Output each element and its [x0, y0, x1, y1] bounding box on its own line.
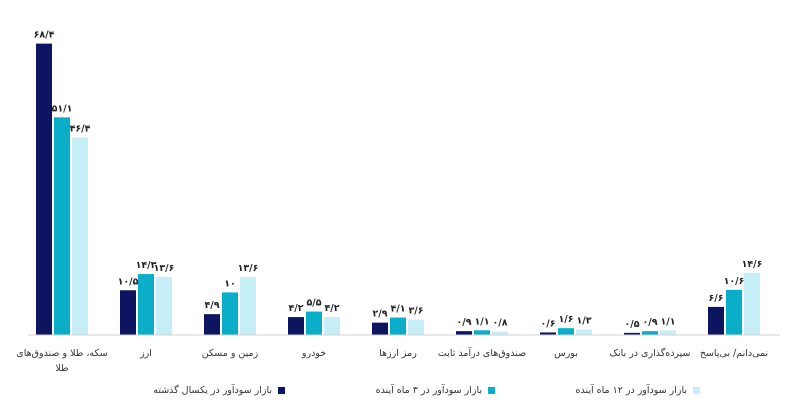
value-label-next-3-months-2: ۱۰	[224, 278, 236, 289]
bar-next-12-months-0	[72, 137, 88, 335]
value-label-past-year-8: ۶/۶	[708, 293, 723, 304]
bar-next-3-months-6	[558, 328, 574, 335]
bar-next-12-months-2	[240, 277, 256, 335]
bar-next-12-months-4	[408, 319, 424, 335]
legend: بازار سودآور در یکسال گذشته بازار سودآور…	[0, 380, 800, 404]
bar-past-year-6	[540, 332, 556, 335]
category-label-4: رمز ارزها	[379, 348, 417, 359]
value-label-past-year-3: ۴/۲	[288, 303, 303, 314]
bar-next-12-months-7	[660, 330, 676, 335]
bar-next-3-months-1	[138, 274, 154, 335]
value-label-next-3-months-7: ۰/۹	[642, 317, 657, 328]
bar-past-year-7	[624, 332, 640, 335]
bar-next-3-months-7	[642, 331, 658, 335]
value-label-next-3-months-5: ۱/۱	[474, 316, 489, 327]
legend-item-next-3-months: بازار سودآور در ۳ ماه آینده	[376, 380, 495, 400]
value-label-past-year-1: ۱۰/۵	[118, 276, 139, 287]
legend-swatch-next-3-months	[488, 386, 495, 394]
bar-next-3-months-0	[54, 117, 70, 336]
category-label-6: بورس	[554, 348, 578, 359]
value-label-next-12-months-3: ۴/۲	[324, 303, 339, 314]
value-label-past-year-0: ۶۸/۴	[34, 30, 55, 41]
bar-past-year-5	[456, 331, 472, 335]
value-label-next-3-months-3: ۵/۵	[306, 298, 321, 309]
value-label-next-3-months-0: ۵۱/۱	[52, 103, 73, 114]
legend-item-next-12-months: بازار سودآور در ۱۲ ماه آینده	[575, 380, 700, 400]
bar-next-3-months-5	[474, 330, 490, 335]
legend-label-next-3-months: بازار سودآور در ۳ ماه آینده	[375, 384, 482, 396]
value-label-next-12-months-8: ۱۴/۶	[742, 259, 763, 270]
value-label-next-3-months-1: ۱۴/۳	[136, 260, 157, 271]
legend-label-next-12-months: بازار سودآور در ۱۲ ماه آینده	[575, 384, 688, 396]
value-label-past-year-6: ۰/۶	[540, 318, 555, 329]
bar-next-12-months-1	[156, 277, 172, 335]
bar-next-3-months-8	[726, 289, 742, 335]
value-label-next-12-months-5: ۰/۸	[492, 318, 507, 329]
bar-past-year-1	[120, 290, 136, 335]
category-label-7: سپرده‌گذاری در بانک	[610, 347, 691, 359]
bar-past-year-3	[288, 317, 304, 335]
category-label-1: ارز	[139, 348, 152, 359]
category-label-2: زمین و مسکن	[202, 348, 259, 359]
legend-item-past-year: بازار سودآور در یکسال گذشته	[153, 380, 285, 400]
legend-swatch-past-year	[278, 386, 285, 394]
value-label-past-year-7: ۰/۵	[624, 319, 639, 330]
value-label-next-12-months-7: ۱/۱	[660, 316, 675, 327]
bar-next-3-months-2	[222, 292, 238, 335]
bar-past-year-0	[36, 43, 52, 336]
bar-next-3-months-4	[390, 317, 406, 335]
value-label-next-3-months-4: ۴/۱	[390, 304, 405, 315]
value-label-past-year-2: ۴/۹	[204, 300, 219, 311]
value-label-next-3-months-8: ۱۰/۶	[724, 276, 745, 287]
category-label-8: نمی‌دانم/ بی‌پاسخ	[700, 348, 768, 359]
value-labels-layer: ۶۸/۴۵۱/۱۴۶/۴۱۰/۵۱۴/۳۱۳/۶۴/۹۱۰۱۳/۶۴/۲۵/۵۴…	[34, 30, 763, 330]
bar-past-year-4	[372, 322, 388, 335]
bar-next-12-months-3	[324, 317, 340, 335]
bar-past-year-8	[708, 306, 724, 335]
category-labels-layer: سکه، طلا و صندوق‌های طلا ارز زمین و مسکن خود…	[16, 346, 768, 374]
value-label-next-12-months-2: ۱۳/۶	[238, 263, 259, 274]
category-label-0: سکه، طلا و صندوق‌های طلا	[16, 348, 108, 374]
bar-past-year-2	[204, 314, 220, 335]
value-label-next-12-months-6: ۱/۳	[576, 315, 591, 326]
value-label-next-12-months-0: ۴۶/۴	[70, 123, 91, 134]
legend-label-past-year: بازار سودآور در یکسال گذشته	[153, 384, 272, 396]
bars-layer	[36, 43, 760, 336]
value-label-next-12-months-1: ۱۳/۶	[154, 263, 175, 274]
bar-next-12-months-5	[492, 331, 508, 335]
bar-next-12-months-6	[576, 329, 592, 335]
value-label-next-3-months-6: ۱/۶	[558, 314, 573, 325]
category-label-3: خودرو	[301, 348, 326, 359]
value-label-next-12-months-4: ۳/۶	[408, 306, 423, 317]
bar-next-3-months-3	[306, 311, 322, 335]
value-label-past-year-4: ۲/۹	[372, 309, 387, 320]
legend-swatch-next-12-months	[693, 386, 700, 394]
category-label-5: صندوق‌های درآمد ثابت	[438, 346, 526, 359]
bar-next-12-months-8	[744, 272, 760, 335]
value-label-past-year-5: ۰/۹	[456, 317, 471, 328]
